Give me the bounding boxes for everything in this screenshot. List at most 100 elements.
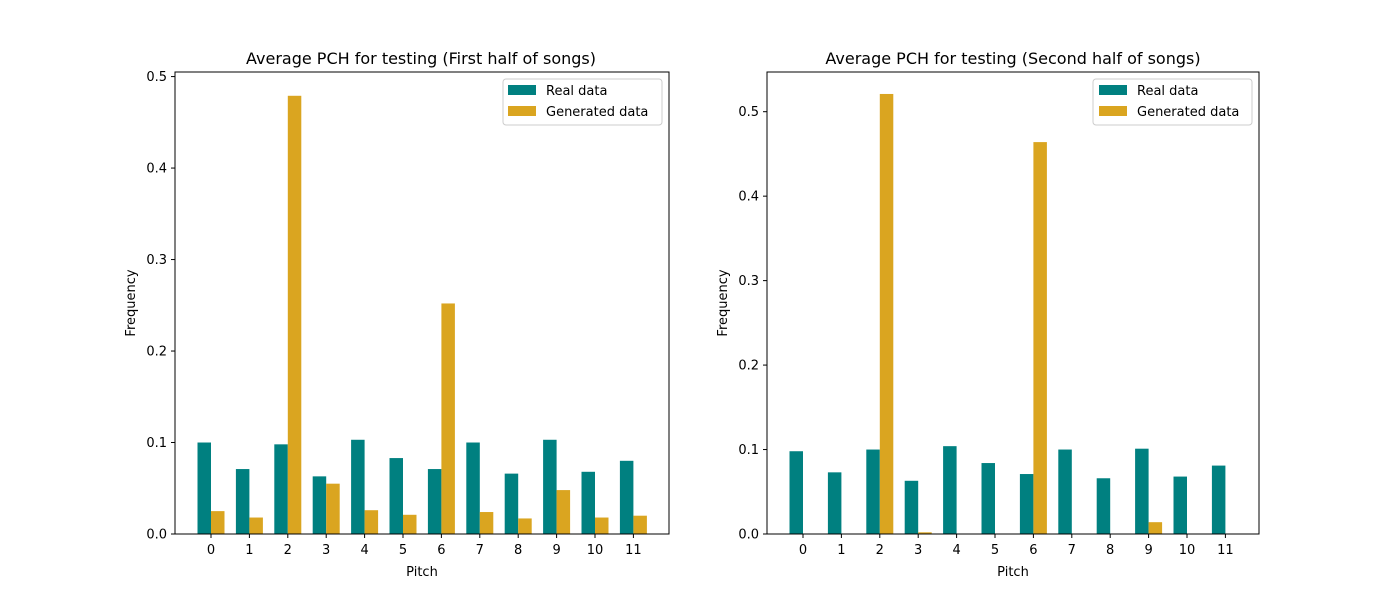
x-tick-label: 7	[1068, 543, 1076, 558]
x-tick-label: 0	[799, 543, 807, 558]
bar-generated-4	[364, 510, 379, 534]
bar-generated-2	[287, 95, 302, 534]
bar-generated-5	[403, 514, 417, 534]
bar-generated-9	[556, 490, 571, 534]
y-tick-label: 0.4	[738, 190, 759, 205]
x-tick-label: 5	[991, 543, 999, 558]
legend-label-real: Real data	[546, 84, 607, 99]
x-tick-label: 1	[245, 543, 253, 558]
bar-real-6	[427, 469, 442, 534]
chart-title: Average PCH for testing (Second half of …	[825, 49, 1200, 68]
x-tick-label: 3	[914, 543, 922, 558]
y-tick-label: 0.4	[146, 162, 167, 177]
bar-real-11	[619, 460, 634, 534]
x-tick-label: 9	[552, 543, 560, 558]
bar-real-4	[943, 446, 957, 534]
bar-real-7	[466, 442, 480, 534]
legend: Real data Generated data	[1092, 78, 1253, 126]
bar-real-9	[543, 439, 557, 534]
bar-real-8	[1096, 478, 1111, 534]
y-tick-label: 0.1	[738, 443, 759, 458]
x-axis-ticks: 0 1 2 3 4 5 6 7 8 9 10 11	[207, 534, 642, 558]
x-tick-label: 2	[284, 543, 292, 558]
legend-swatch-generated	[1099, 106, 1127, 116]
bar-generated-0	[211, 511, 225, 534]
chart-second-half: Average PCH for testing (Second half of …	[716, 49, 1260, 580]
x-tick-label: 4	[360, 543, 368, 558]
bar-real-9	[1135, 448, 1149, 534]
x-tick-label: 3	[322, 543, 330, 558]
bar-real-2	[866, 449, 880, 534]
bar-real-4	[351, 439, 365, 534]
bar-generated-7	[479, 512, 494, 534]
bars-group	[789, 93, 1226, 535]
bar-real-0	[789, 451, 803, 534]
x-tick-label: 2	[876, 543, 884, 558]
bar-real-6	[1019, 474, 1034, 534]
bar-real-3	[312, 476, 327, 534]
y-tick-label: 0.3	[146, 253, 167, 268]
legend-swatch-generated	[508, 106, 536, 116]
bar-real-1	[827, 472, 842, 534]
y-axis-label: Frequency	[716, 269, 731, 336]
bar-real-10	[1173, 476, 1187, 534]
bar-real-3	[904, 480, 919, 534]
x-tick-label: 0	[207, 543, 215, 558]
legend-box	[1092, 78, 1253, 126]
bar-generated-11	[633, 515, 647, 534]
bar-real-10	[581, 471, 595, 534]
plot-frame	[174, 71, 670, 535]
bar-generated-6	[441, 303, 455, 534]
y-tick-label: 0.5	[738, 105, 759, 120]
x-tick-label: 7	[476, 543, 484, 558]
bar-real-5	[389, 458, 403, 534]
bar-generated-1	[249, 517, 263, 534]
x-axis-label: Pitch	[997, 565, 1029, 580]
bar-generated-3	[918, 532, 932, 534]
x-axis-ticks: 0 1 2 3 4 5 6 7 8 9 10 11	[799, 534, 1234, 558]
bar-real-5	[981, 463, 995, 534]
x-tick-label: 4	[952, 543, 960, 558]
y-tick-label: 0.2	[738, 359, 759, 374]
x-tick-label: 6	[437, 543, 445, 558]
y-axis-label: Frequency	[124, 269, 139, 336]
chart-title: Average PCH for testing (First half of s…	[246, 49, 596, 68]
bars-group	[197, 95, 647, 534]
bar-generated-9	[1148, 522, 1163, 534]
legend-swatch-real	[1099, 85, 1127, 95]
y-tick-label: 0.0	[146, 528, 167, 543]
x-tick-label: 6	[1029, 543, 1037, 558]
bar-real-7	[1058, 449, 1072, 534]
x-tick-label: 9	[1144, 543, 1152, 558]
bar-real-8	[504, 473, 519, 534]
y-tick-label: 0.1	[146, 436, 167, 451]
legend-label-generated: Generated data	[1137, 105, 1239, 120]
y-axis-ticks: 0.0 0.1 0.2 0.3 0.4 0.5	[738, 105, 767, 543]
x-tick-label: 5	[399, 543, 407, 558]
y-tick-label: 0.5	[146, 70, 167, 85]
plot-frame	[766, 71, 1260, 535]
y-tick-label: 0.3	[738, 274, 759, 289]
bar-real-1	[235, 469, 250, 534]
bar-generated-8	[518, 518, 532, 534]
legend-label-real: Real data	[1137, 84, 1198, 99]
bar-real-2	[274, 444, 288, 534]
y-axis-ticks: 0.0 0.1 0.2 0.3 0.4 0.5	[146, 70, 175, 543]
y-tick-label: 0.2	[146, 345, 167, 360]
x-tick-label: 11	[1217, 543, 1234, 558]
chart-first-half: Average PCH for testing (First half of s…	[124, 49, 670, 580]
legend-swatch-real	[508, 85, 536, 95]
x-axis-label: Pitch	[406, 565, 438, 580]
x-tick-label: 8	[1106, 543, 1114, 558]
x-tick-label: 10	[1179, 543, 1196, 558]
legend-box	[502, 78, 663, 126]
bar-generated-3	[326, 483, 340, 534]
bar-generated-10	[595, 517, 609, 534]
x-tick-label: 1	[837, 543, 845, 558]
legend-label-generated: Generated data	[546, 105, 648, 120]
bar-real-0	[197, 442, 211, 534]
x-tick-label: 11	[625, 543, 642, 558]
bar-generated-6	[1033, 142, 1047, 534]
x-tick-label: 8	[514, 543, 522, 558]
